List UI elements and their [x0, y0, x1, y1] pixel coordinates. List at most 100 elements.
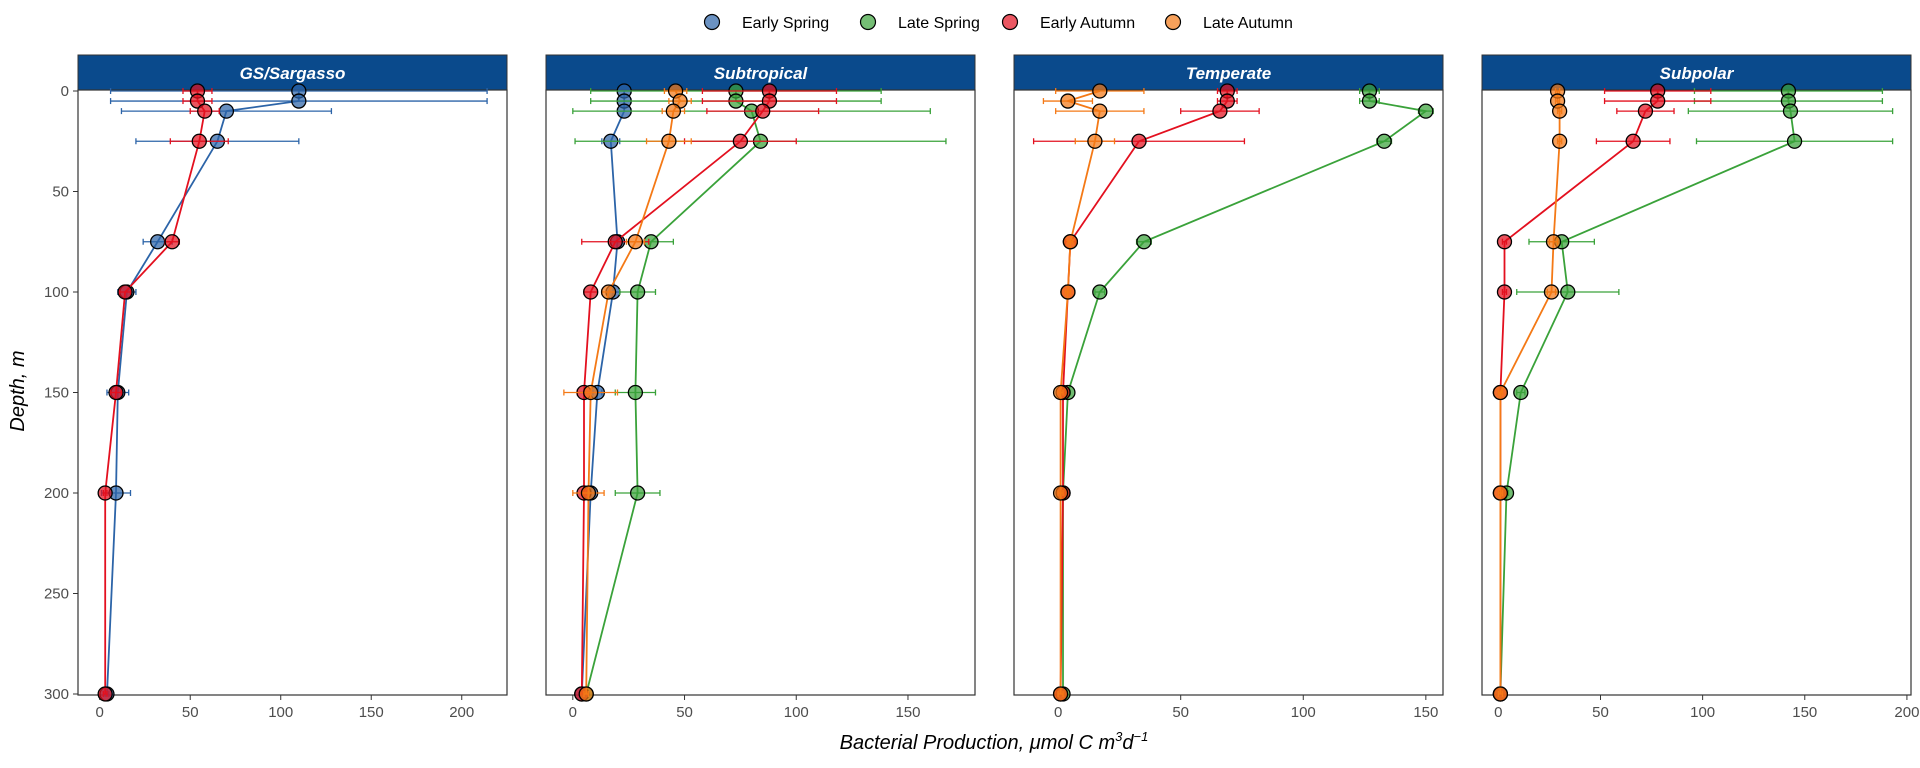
- x-tick-label-temperate-50: 50: [1172, 704, 1189, 721]
- y-tick-label-0: 0: [61, 83, 69, 100]
- point-subtropical-late-spring-150: [627, 384, 644, 401]
- point-temperate-late-autumn-5: [1060, 93, 1076, 109]
- point-subpolar-late-spring-150: [1513, 384, 1529, 401]
- x-tick-label-gs-sargasso-50: 50: [182, 704, 199, 721]
- point-gs-sargasso-early-autumn-25: [191, 133, 207, 149]
- point-temperate-late-autumn-75: [1062, 234, 1079, 250]
- series-gs-sargasso-early-autumn: [97, 83, 229, 702]
- point-subtropical-late-autumn-25: [661, 133, 677, 149]
- panel-temperate: Temperate 0 50 100 150: [1013, 54, 1444, 721]
- legend-key-early-autumn: [1001, 13, 1019, 31]
- point-gs-sargasso-early-autumn-75: [164, 234, 180, 250]
- x-tick-label-subtropical-150: 150: [895, 704, 920, 721]
- point-subpolar-late-spring-10: [1782, 103, 1799, 119]
- point-subpolar-early-autumn-100: [1496, 284, 1513, 300]
- x-tick-label-temperate-100: 100: [1291, 704, 1316, 721]
- series-subpolar-late-spring: [1492, 83, 1894, 702]
- x-tick-label-subtropical-100: 100: [784, 704, 809, 721]
- x-tick-label-gs-sargasso-150: 150: [359, 704, 384, 721]
- point-temperate-late-spring-10: [1418, 103, 1434, 119]
- strip-gs-sargasso: [77, 54, 508, 91]
- point-gs-sargasso-early-autumn-150: [108, 384, 124, 401]
- legend-label-late-spring: Late Spring: [898, 15, 980, 32]
- strip-title-temperate: Temperate: [1186, 64, 1271, 83]
- point-gs-sargasso-early-spring-75: [149, 234, 166, 250]
- x-axis-title-mid: d: [1122, 732, 1134, 754]
- legend-label-early-spring: Early Spring: [742, 15, 829, 32]
- point-temperate-late-spring-100: [1092, 284, 1108, 300]
- x-axis-title-sup2: −1: [1134, 729, 1149, 744]
- y-tick-label-200: 200: [44, 485, 69, 502]
- x-tick-label-subpolar-100: 100: [1690, 704, 1715, 721]
- strip-title-subtropical: Subtropical: [714, 64, 809, 83]
- point-subtropical-late-spring-200: [629, 485, 646, 501]
- point-subpolar-late-autumn-300: [1492, 686, 1509, 702]
- point-subtropical-early-autumn-75: [607, 234, 623, 250]
- point-subtropical-late-spring-100: [629, 284, 646, 300]
- y-tick-label-50: 50: [52, 184, 69, 201]
- x-tick-label-subtropical-0: 0: [569, 704, 577, 721]
- point-subpolar-early-autumn-75: [1496, 234, 1513, 250]
- point-gs-sargasso-early-autumn-100: [117, 284, 133, 300]
- point-temperate-late-spring-25: [1376, 133, 1392, 149]
- point-subtropical-late-autumn-150: [583, 384, 599, 401]
- point-subpolar-late-autumn-100: [1543, 284, 1560, 300]
- point-temperate-early-autumn-10: [1212, 103, 1228, 119]
- x-tick-label-gs-sargasso-0: 0: [96, 704, 104, 721]
- legend-label-late-autumn: Late Autumn: [1203, 15, 1293, 32]
- x-axis-title: Bacterial Production, μmol C m3d−1: [840, 729, 1149, 754]
- point-subpolar-late-autumn-75: [1545, 234, 1562, 250]
- series-temperate-late-autumn: [1042, 83, 1145, 702]
- point-gs-sargasso-early-autumn-10: [197, 103, 213, 119]
- legend-label-early-autumn: Early Autumn: [1040, 15, 1135, 32]
- x-tick-label-gs-sargasso-100: 100: [268, 704, 293, 721]
- point-temperate-late-spring-5: [1361, 93, 1378, 109]
- point-temperate-early-autumn-25: [1131, 133, 1147, 149]
- x-tick-label-subpolar-50: 50: [1592, 704, 1609, 721]
- series-subpolar-late-autumn: [1492, 83, 1568, 702]
- panel-frame-subpolar: [1481, 89, 1912, 696]
- point-gs-sargasso-early-autumn-300: [97, 686, 113, 702]
- point-gs-sargasso-early-spring-5: [291, 93, 307, 109]
- panel-frame-gs-sargasso: [77, 89, 508, 696]
- point-subtropical-late-autumn-100: [600, 284, 617, 300]
- point-temperate-late-autumn-0: [1092, 83, 1108, 99]
- y-tick-label-250: 250: [44, 586, 69, 603]
- point-subtropical-early-autumn-10: [755, 103, 771, 119]
- x-axis-title-main: Bacterial Production, μmol C m: [840, 732, 1116, 754]
- point-subpolar-late-autumn-25: [1551, 133, 1568, 149]
- strip-title-gs-sargasso: GS/Sargasso: [240, 64, 346, 83]
- panels: GS/Sargasso 0 50 100 150 200 0 50 100 150 200 250 30…: [44, 54, 1919, 721]
- point-subtropical-late-autumn-200: [580, 485, 597, 501]
- point-subtropical-late-autumn-75: [627, 234, 644, 250]
- point-subpolar-early-autumn-10: [1637, 103, 1654, 119]
- point-temperate-late-spring-75: [1136, 234, 1152, 250]
- point-subpolar-late-spring-25: [1786, 133, 1803, 149]
- x-tick-label-temperate-150: 150: [1413, 704, 1438, 721]
- x-tick-label-subpolar-0: 0: [1494, 704, 1502, 721]
- point-gs-sargasso-early-autumn-200: [97, 485, 113, 501]
- point-temperate-late-autumn-150: [1052, 384, 1069, 401]
- x-tick-label-temperate-0: 0: [1054, 704, 1062, 721]
- point-subpolar-late-autumn-150: [1492, 384, 1509, 401]
- panel-subtropical: Subtropical 0 50 100 150: [545, 54, 976, 721]
- panel-gs-sargasso: GS/Sargasso 0 50 100 150 200 0 50 100 150 200 250 30…: [44, 54, 508, 721]
- legend-key-early-spring: [703, 13, 721, 31]
- point-temperate-late-autumn-200: [1052, 485, 1069, 501]
- point-subpolar-early-autumn-25: [1625, 133, 1641, 149]
- x-tick-label-subtropical-50: 50: [676, 704, 693, 721]
- y-tick-label-300: 300: [44, 686, 69, 703]
- panel-frame-temperate: [1013, 89, 1444, 696]
- strip-subtropical: [545, 54, 976, 91]
- point-temperate-late-autumn-10: [1092, 103, 1108, 119]
- legend-key-late-spring: [859, 13, 877, 31]
- panel-subpolar: Subpolar 0 50 100 150 200: [1481, 54, 1919, 721]
- point-subpolar-late-spring-100: [1560, 284, 1576, 300]
- x-tick-label-subpolar-200: 200: [1894, 704, 1919, 721]
- point-gs-sargasso-early-spring-10: [218, 103, 235, 119]
- strip-subpolar: [1481, 54, 1912, 91]
- point-temperate-late-autumn-25: [1087, 133, 1103, 149]
- point-subpolar-late-autumn-200: [1492, 485, 1509, 501]
- series-subtropical-late-autumn: [563, 83, 692, 702]
